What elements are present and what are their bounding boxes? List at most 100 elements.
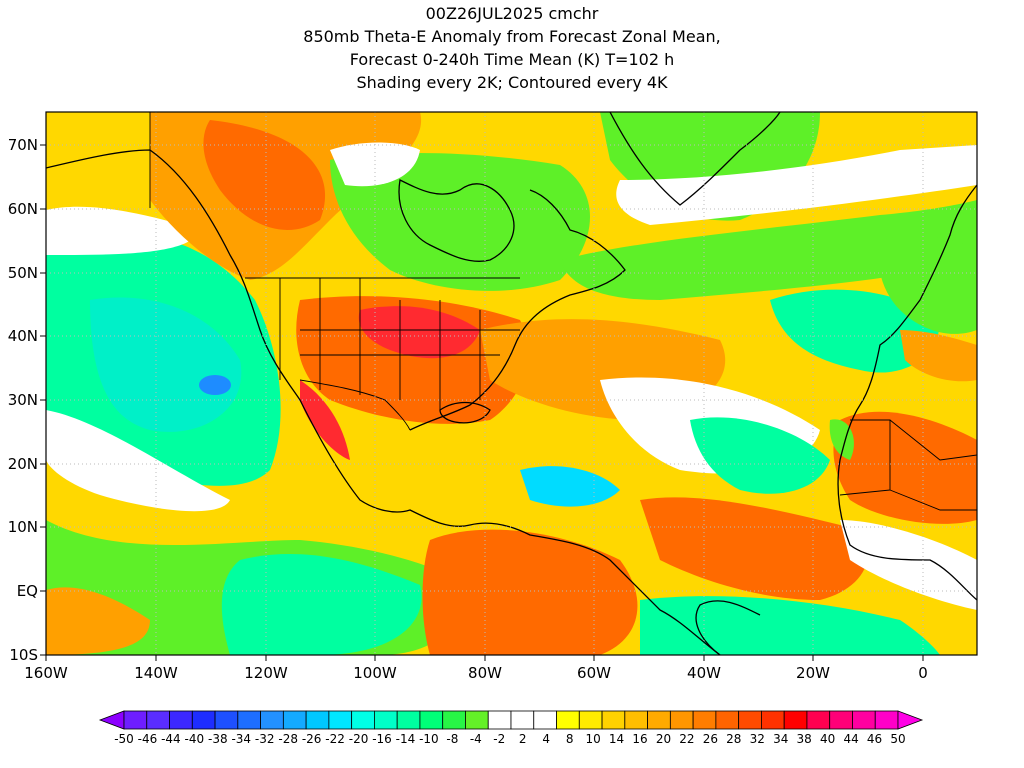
north-atlantic-cool-band	[560, 200, 977, 300]
colorbar-swatch	[578, 710, 603, 730]
colorbar-label: -46	[138, 732, 158, 746]
colorbar-label: 2	[519, 732, 527, 746]
x-axis: 160W 140W 120W 100W 80W 60W 40W 20W 0	[24, 655, 928, 682]
colorbar-swatch	[328, 710, 353, 730]
colorbar-label: -16	[372, 732, 392, 746]
y-tick-label: 50N	[8, 264, 38, 282]
coastlines	[46, 112, 977, 655]
south-america-warm	[422, 529, 638, 655]
colorbar-swatch	[374, 710, 398, 730]
mediterranean-warm	[900, 330, 977, 382]
colorbar-swatch	[169, 710, 193, 730]
colorbar-low-arrow	[98, 710, 125, 730]
colorbar-label: -32	[255, 732, 275, 746]
y-tick-label: 30N	[8, 391, 38, 409]
colorbar-label: 16	[632, 732, 647, 746]
title-line-4: Shading every 2K; Contoured every 4K	[356, 73, 668, 92]
yukon-warm-core	[203, 120, 326, 230]
colorbar-label: -22	[325, 732, 345, 746]
colorbar-label: -38	[208, 732, 228, 746]
x-tick-label: 0	[918, 664, 928, 682]
colorbar-label: 28	[726, 732, 741, 746]
colorbar-swatch	[465, 710, 489, 730]
title-line-2: 850mb Theta-E Anomaly from Forecast Zona…	[303, 27, 721, 46]
colorbar-label: 32	[750, 732, 765, 746]
colorbar-label: 4	[542, 732, 550, 746]
x-tick-label: 40W	[687, 664, 721, 682]
equatorial-warm-west	[46, 587, 150, 655]
colorbar-swatch	[852, 710, 876, 730]
sahara-warm	[833, 411, 977, 524]
y-tick-label: EQ	[17, 582, 38, 600]
colorbar-swatch	[510, 710, 535, 730]
y-tick-label: 40N	[8, 327, 38, 345]
colorbar-swatch	[351, 710, 375, 730]
colorbar-swatch	[829, 710, 853, 730]
colorbar-high-arrow	[897, 710, 924, 730]
midwest-hot-core	[358, 306, 480, 359]
colorbar-swatch	[761, 710, 785, 730]
colorbar-swatch	[692, 710, 717, 730]
colorbar-swatch	[260, 710, 284, 730]
political-borders	[149, 112, 977, 511]
colorbar: -50 -46 -44 -40 -38 -34 -32 -28 -26 -22 -20 -16 -14-…	[98, 710, 924, 746]
colorbar-label: -40	[185, 732, 205, 746]
plot-frame	[45, 111, 978, 656]
x-tick-label: 160W	[24, 664, 68, 682]
colorbar-label: -14	[396, 732, 416, 746]
y-tick-label: 10N	[8, 518, 38, 536]
colorbar-label: 10	[585, 732, 600, 746]
azores-cool	[770, 289, 940, 373]
tropical-atlantic-warm	[640, 497, 868, 600]
colorbar-swatch	[601, 710, 626, 730]
colorbar-label: 38	[797, 732, 812, 746]
eastern-canada-cool	[330, 153, 590, 291]
colorbar-swatch	[533, 710, 557, 730]
colorbar-swatch	[396, 710, 421, 730]
colorbar-swatch	[874, 710, 899, 730]
colorbar-label: 46	[867, 732, 882, 746]
x-tick-label: 80W	[468, 664, 502, 682]
sahel-neutral	[840, 520, 977, 610]
colorbar-swatch	[305, 710, 330, 730]
y-tick-label: 60N	[8, 200, 38, 218]
x-tick-label: 60W	[577, 664, 611, 682]
colorbar-label: 20	[656, 732, 671, 746]
colorbar-label: 8	[566, 732, 574, 746]
colorbar-swatch	[442, 710, 466, 730]
colorbar-label: -20	[349, 732, 369, 746]
west-coastline	[46, 149, 721, 655]
colorbar-swatch	[214, 710, 239, 730]
north-atlantic-neutral	[616, 145, 977, 225]
colorbar-label: -50	[114, 732, 134, 746]
east-pacific-mint	[221, 554, 422, 655]
pacific-blue-spot	[199, 375, 231, 395]
colorbar-label: -28	[278, 732, 298, 746]
cuba	[439, 401, 491, 424]
colorbar-label: -34	[231, 732, 251, 746]
colorbar-label: -2	[493, 732, 505, 746]
gulf-california-hot	[300, 380, 350, 460]
us-state-lines	[279, 278, 520, 410]
colorbar-swatch	[647, 710, 671, 730]
colorbar-swatch	[738, 710, 762, 730]
colorbar-label: -44	[161, 732, 181, 746]
colorbar-label: -8	[446, 732, 458, 746]
south-atlantic-cool	[640, 596, 940, 655]
title-line-3: Forecast 0-240h Time Mean (K) T=102 h	[349, 50, 675, 69]
colorbar-label: 40	[820, 732, 835, 746]
x-tick-label: 20W	[796, 664, 830, 682]
colorbar-swatch	[487, 710, 512, 730]
colorbar-swatch	[419, 710, 444, 730]
hudson-bay	[398, 179, 515, 262]
colorbar-label: 22	[679, 732, 694, 746]
greenland-coast	[609, 112, 781, 206]
colorbar-label: 14	[609, 732, 624, 746]
brazil-coast	[695, 600, 761, 655]
colorbar-label: -4	[470, 732, 482, 746]
colorbar-swatch	[783, 710, 808, 730]
africa-borders	[839, 419, 977, 511]
y-tick-label: 70N	[8, 136, 38, 154]
colorbar-swatch	[123, 710, 148, 730]
